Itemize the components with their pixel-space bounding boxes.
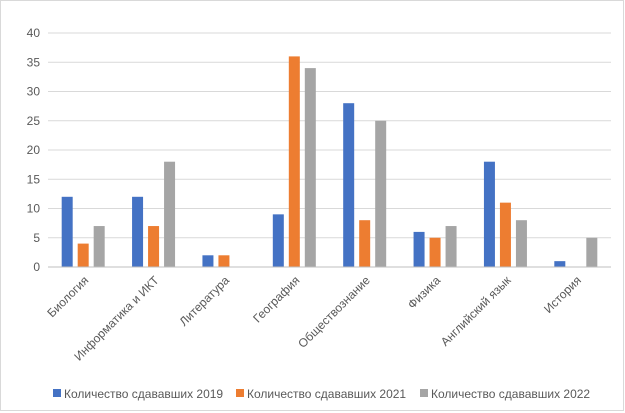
y-tick-label: 15 xyxy=(27,172,41,186)
legend: Количество сдававших 2019 Количество сдав… xyxy=(53,387,590,401)
bars xyxy=(61,56,598,268)
x-tick-label: Обществознание xyxy=(295,273,373,351)
bar xyxy=(483,161,495,267)
y-tick-label: 35 xyxy=(27,55,41,69)
bar xyxy=(413,231,425,267)
x-tick-label: Английский язык xyxy=(438,273,514,349)
bar xyxy=(132,196,144,267)
bar xyxy=(586,237,598,267)
bar xyxy=(429,237,441,267)
x-tick-label: География xyxy=(250,273,302,325)
y-tick-label: 0 xyxy=(33,260,40,274)
legend-swatch xyxy=(53,389,61,397)
y-tick-label: 20 xyxy=(27,143,41,157)
legend-label: Количество сдававших 2022 xyxy=(431,387,590,401)
bar xyxy=(77,243,89,267)
y-tick-label: 25 xyxy=(27,114,41,128)
bar xyxy=(554,261,566,267)
legend-swatch xyxy=(236,389,244,397)
bar xyxy=(515,220,527,267)
bar xyxy=(375,120,387,267)
bar xyxy=(93,226,105,267)
bar xyxy=(359,220,371,267)
x-tick-label: Литература xyxy=(177,273,233,329)
bar xyxy=(445,226,457,267)
bar xyxy=(288,56,300,268)
y-tick-label: 5 xyxy=(33,231,40,245)
y-tick-label: 30 xyxy=(27,85,41,99)
bar xyxy=(304,68,316,267)
legend-label: Количество сдававших 2019 xyxy=(64,387,223,401)
bar xyxy=(61,196,73,267)
bar xyxy=(218,255,230,267)
bar xyxy=(272,214,284,267)
bar xyxy=(343,103,355,267)
y-axis-ticks: 0 5 10 15 20 25 30 35 40 xyxy=(27,26,41,274)
x-tick-label: Физика xyxy=(405,273,444,312)
bar xyxy=(148,226,160,267)
x-tick-label: История xyxy=(541,273,584,316)
y-tick-label: 10 xyxy=(27,202,41,216)
x-tick-label: Биология xyxy=(44,273,91,320)
bar xyxy=(202,255,214,267)
y-tick-label: 40 xyxy=(27,26,41,40)
bar xyxy=(499,202,511,267)
legend-swatch xyxy=(420,389,428,397)
legend-label: Количество сдававших 2021 xyxy=(247,387,406,401)
bar xyxy=(164,161,176,267)
